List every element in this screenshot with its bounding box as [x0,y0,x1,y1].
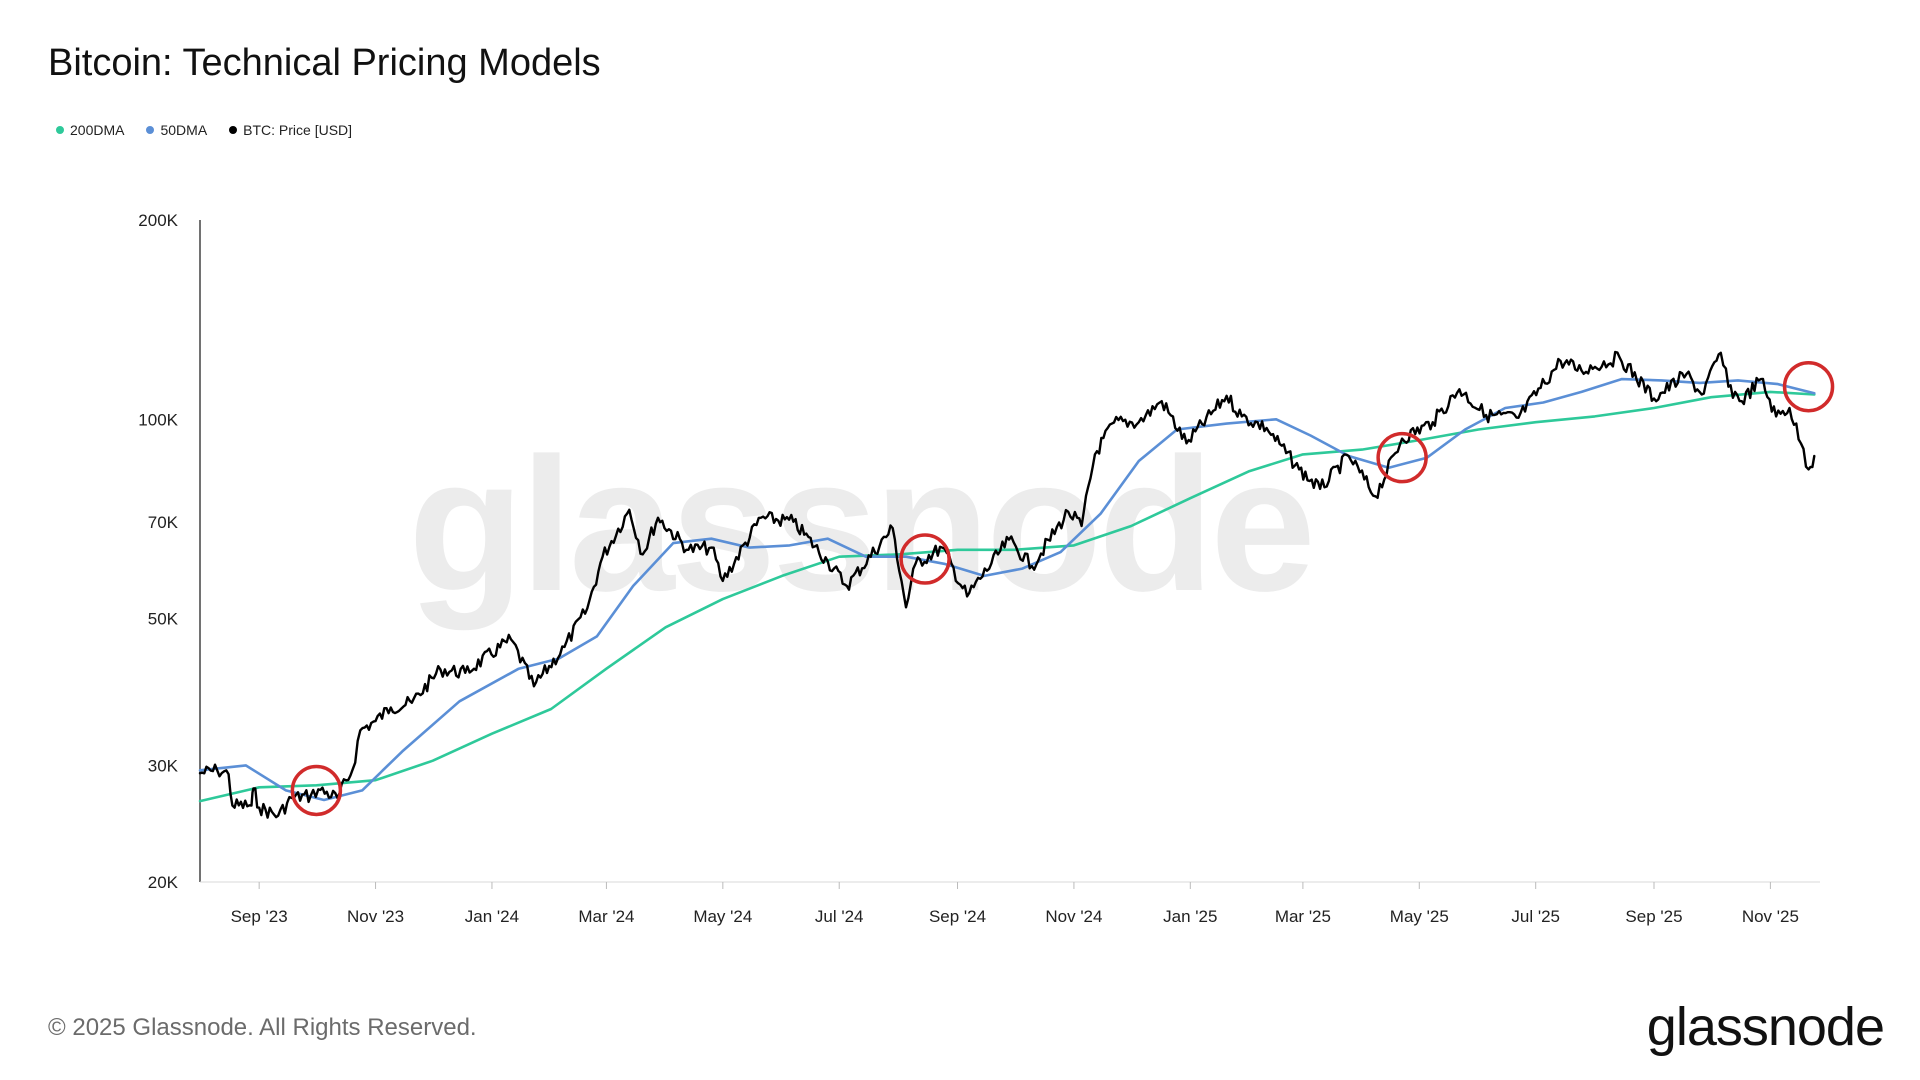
y-tick-label: 20K [148,873,179,892]
x-tick-label: Nov '23 [347,907,404,926]
x-tick-label: Jul '24 [815,907,864,926]
legend-item-btc-price[interactable]: BTC: Price [USD] [229,122,352,138]
x-tick-label: Sep '25 [1625,907,1682,926]
annotation-layer [290,360,1835,817]
axes: 20K 30K 50K 70K 100K 200K Sep '23 Nov '23 Jan '2… [138,211,1820,926]
y-tick-label: 100K [138,410,178,429]
x-tick-label: Jan '25 [1163,907,1217,926]
y-tick-label: 200K [138,211,178,230]
x-tick-label: Sep '23 [231,907,288,926]
glassnode-logo: glassnode [1646,997,1885,1057]
highlight-circle [899,533,951,585]
highlight-circle [1376,431,1428,484]
x-tick-label: Mar '24 [578,907,634,926]
legend-label-btc-price: BTC: Price [USD] [243,122,353,138]
copyright-footer: © 2025 Glassnode. All Rights Reserved. [48,1014,477,1041]
y-tick-label: 30K [148,756,179,775]
series-line-btc-price [198,350,1816,819]
series-layer [198,350,1816,819]
x-tick-label: Nov '24 [1045,907,1102,926]
legend: 200DMA 50DMA BTC: Price [USD] [56,122,352,138]
x-tick-label: Jan '24 [465,907,519,926]
x-tick-label: Jul '25 [1511,907,1560,926]
chart-title: Bitcoin: Technical Pricing Models [48,42,601,84]
legend-dot-200dma [56,126,64,134]
highlight-circle [290,764,343,817]
legend-item-200dma[interactable]: 200DMA [56,122,124,138]
x-tick-label: May '24 [693,907,752,926]
x-tick-label: Mar '25 [1275,907,1331,926]
legend-dot-50dma [146,126,155,134]
x-tick-label: Nov '25 [1742,907,1799,926]
y-tick-label: 70K [148,513,179,532]
legend-dot-btc-price [229,126,238,134]
x-tick-label: Sep '24 [929,907,986,926]
x-tick-label: May '25 [1390,907,1449,926]
legend-label-200dma: 200DMA [70,122,125,138]
series-line-50dma [198,377,1816,802]
y-tick-label: 50K [148,610,179,629]
highlight-circle [1782,360,1835,413]
legend-label-50dma: 50DMA [160,122,208,138]
watermark: glassnode [408,419,1312,631]
series-line-200dma [198,390,1816,803]
legend-item-50dma[interactable]: 50DMA [146,122,207,138]
